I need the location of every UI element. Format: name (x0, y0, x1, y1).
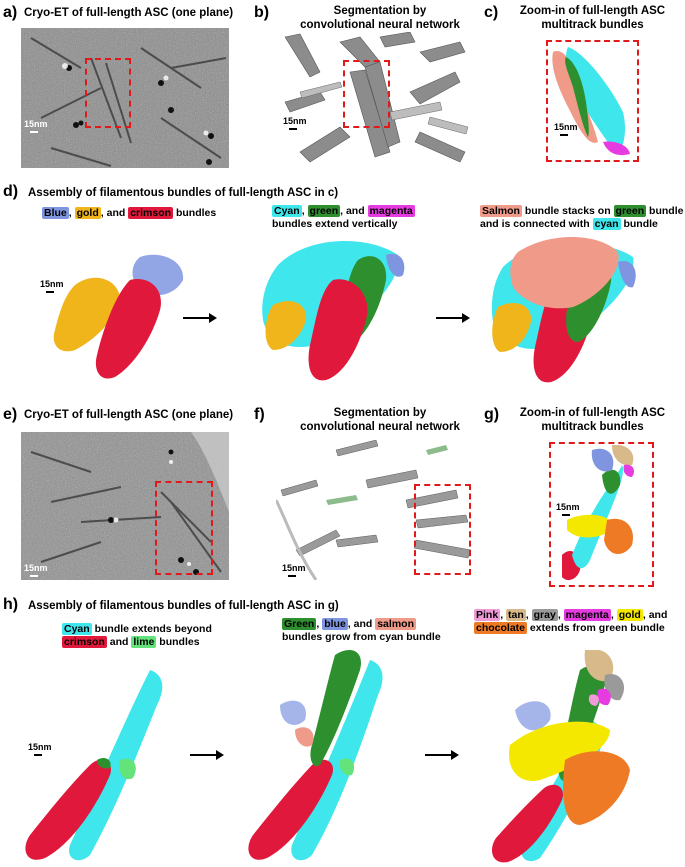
word-cyan: Cyan (272, 205, 302, 217)
scale-label-e: 15nm (24, 563, 48, 573)
scale-label-f: 15nm (282, 563, 306, 573)
panel-g-letter: g) (484, 406, 500, 423)
bundle-render-h3 (492, 650, 630, 863)
panel-h-caption-3: Pink, tan, gray, magenta, gold, and choc… (474, 609, 668, 634)
panel-d-title: Assembly of filamentous bundles of full-… (28, 187, 339, 199)
scale-bar-c (560, 134, 568, 136)
bundle-render-c (552, 47, 630, 156)
scale-bar-h (34, 754, 42, 756)
zoom-frame-c (546, 40, 639, 162)
panel-h-caption-1: Cyan bundle extends beyond crimson and l… (62, 623, 212, 648)
panel-c-title-line1: Zoom-in of full-length ASC (519, 5, 666, 17)
panel-f-title: Segmentation by convolutional neural net… (285, 406, 475, 434)
word-salmon: Salmon (480, 205, 522, 217)
scale-label-h: 15nm (28, 742, 52, 752)
scale-label-d: 15nm (40, 279, 64, 289)
cryo-et-image-a (21, 28, 229, 168)
panel-b-title-line1: Segmentation by (333, 5, 427, 17)
scale-bar-d (46, 291, 54, 293)
word-green: Green (282, 618, 317, 630)
word-lime: lime (131, 636, 157, 648)
panel-g-title-line1: Zoom-in of full-length ASC (519, 407, 666, 419)
scale-bar-e (30, 575, 38, 577)
word-blue: Blue (42, 207, 69, 219)
cryo-et-texture-a (21, 28, 229, 168)
cryo-et-image-e (21, 432, 229, 580)
word-green: green (613, 205, 647, 217)
bundle-render-h2 (248, 650, 383, 861)
zoom-frame-g (549, 442, 654, 587)
panel-e-letter: e) (3, 406, 18, 423)
panel-a-title: Cryo-ET of full-length ASC (one plane) (24, 7, 234, 19)
panel-b-letter: b) (254, 4, 270, 21)
scale-label-b: 15nm (283, 116, 307, 126)
word-pink: Pink (474, 609, 501, 621)
scale-bar-f (288, 575, 296, 577)
word-cyan: cyan (592, 218, 621, 230)
panel-b-title: Segmentation by convolutional neural net… (300, 4, 460, 32)
word-gold: gold (616, 609, 643, 621)
bundle-render-d3 (491, 237, 636, 383)
scale-label-a: 15nm (24, 119, 48, 129)
word-gray: gray (531, 609, 558, 621)
zoom-region-box-e (155, 481, 213, 575)
panel-a-letter: a) (3, 4, 18, 21)
word-blue: blue (322, 618, 348, 630)
arrow-right-icon (190, 750, 224, 760)
word-crimson: crimson (62, 636, 107, 648)
panel-f-title-line1: Segmentation by (333, 407, 427, 419)
word-salmon: salmon (375, 618, 416, 630)
panel-g-title: Zoom-in of full-length ASC multitrack bu… (505, 406, 680, 434)
arrow-right-icon (436, 313, 470, 323)
word-magenta: magenta (367, 205, 415, 217)
panel-h-letter: h) (3, 596, 19, 613)
panel-f-letter: f) (254, 406, 265, 423)
panel-c-title: Zoom-in of full-length ASC multitrack bu… (505, 4, 680, 32)
panel-b-title-line2: convolutional neural network (300, 19, 460, 31)
word-cyan: Cyan (62, 623, 92, 635)
panel-d-caption-2: Cyan, green, and magenta bundles extend … (272, 205, 415, 230)
segmentation-image-b (280, 32, 470, 168)
panel-d-caption-1: Blue, gold, and crimson bundles (42, 207, 217, 219)
bundle-render-d2 (262, 241, 405, 381)
bundle-render-g (562, 445, 635, 581)
segmentation-render-b (284, 32, 469, 163)
scale-bar-a (30, 131, 38, 133)
word-magenta: magenta (563, 609, 611, 621)
arrow-right-icon (183, 313, 217, 323)
panel-h-title: Assembly of filamentous bundles of full-… (28, 600, 339, 612)
panel-d-letter: d) (3, 183, 19, 200)
panel-h-caption-2: Green, blue, and salmon bundles grow fro… (282, 618, 441, 643)
panel-c-title-line2: multitrack bundles (541, 19, 644, 31)
cryo-et-texture-e (21, 432, 229, 580)
panel-c-letter: c) (484, 4, 499, 21)
zoom-region-box-b (343, 60, 390, 128)
word-chocolate: chocolate (474, 622, 528, 634)
word-green: green (307, 205, 341, 217)
arrow-right-icon (425, 750, 459, 760)
word-tan: tan (506, 609, 526, 621)
panel-d-caption-3: Salmon bundle stacks on green bundle and… (480, 205, 684, 230)
bundle-render-h1 (25, 670, 163, 861)
scale-label-c: 15nm (554, 122, 578, 132)
scale-bar-g (562, 514, 570, 516)
panel-f-title-line2: convolutional neural network (300, 421, 460, 433)
scale-bar-b (289, 128, 297, 130)
panel-e-title: Cryo-ET of full-length ASC (one plane) (24, 409, 234, 421)
panel-g-title-line2: multitrack bundles (541, 421, 644, 433)
scale-label-g: 15nm (556, 502, 580, 512)
zoom-region-box-f (414, 484, 471, 575)
word-crimson: crimson (128, 207, 174, 219)
bundle-render-d1 (53, 254, 184, 379)
zoom-region-box-a (85, 58, 131, 128)
word-gold: gold (74, 207, 101, 219)
